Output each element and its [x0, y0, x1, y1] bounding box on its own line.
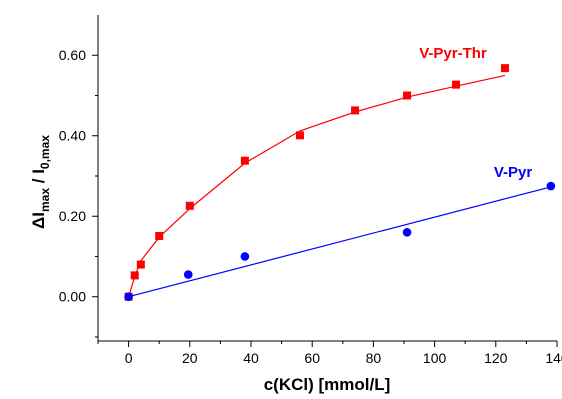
fit-line-v-pyr	[128, 186, 552, 298]
data-point-v-pyr	[402, 228, 412, 237]
x-ticks: 0 20 40 60 80 100 120 140	[97, 341, 562, 366]
y-axis-title-main: ΔI	[29, 212, 48, 229]
data-point-v-pyr-thr	[130, 271, 139, 280]
x-tick-label: 120	[484, 350, 508, 366]
data-point-v-pyr-thr	[452, 80, 461, 89]
y-axis-title-middle: / I	[29, 169, 48, 188]
data-point-v-pyr	[546, 181, 556, 191]
fit-lines	[128, 74, 552, 298]
y-axis-title-sub2: 0,max	[38, 135, 52, 169]
data-point-v-pyr-thr	[295, 131, 304, 140]
y-axis-title-sub1: max	[38, 188, 52, 212]
y-ticks: 0.00 0.20 0.40 0.60	[59, 47, 98, 338]
data-point-v-pyr-thr	[500, 64, 509, 73]
data-point-v-pyr-thr	[403, 91, 412, 100]
y-tick-label: 0.00	[59, 289, 86, 305]
data-markers	[124, 64, 556, 302]
plot-area: 0 20 40 60 80 100 120 140 0.00 0.20 0.40 0.60	[59, 15, 562, 366]
data-point-v-pyr-thr	[351, 106, 360, 115]
data-point-v-pyr	[183, 270, 193, 279]
y-tick-label: 0.60	[59, 47, 86, 63]
data-point-v-pyr-thr	[155, 231, 164, 240]
fit-line-v-pyr-thr	[128, 74, 506, 297]
series-label-v-pyr-thr: V-Pyr-Thr	[419, 45, 487, 62]
x-tick-label: 80	[366, 350, 382, 366]
y-axis-title: ΔImax / I0,max	[29, 135, 52, 229]
x-tick-label: 60	[304, 350, 320, 366]
data-point-v-pyr-thr	[185, 201, 194, 210]
data-point-v-pyr-thr	[136, 260, 145, 269]
x-tick-label: 140	[545, 350, 562, 366]
x-tick-label: 0	[125, 350, 133, 366]
data-point-v-pyr	[124, 292, 133, 302]
y-tick-label: 0.20	[59, 208, 86, 224]
series-label-v-pyr: V-Pyr	[494, 164, 533, 181]
x-tick-label: 100	[423, 350, 447, 366]
x-axis-title: c(KCl) [mmol/L]	[264, 375, 391, 394]
data-point-v-pyr	[240, 252, 250, 261]
data-point-v-pyr-thr	[240, 156, 249, 165]
y-tick-label: 0.40	[59, 128, 86, 144]
x-tick-label: 20	[182, 350, 198, 366]
x-tick-label: 40	[243, 350, 259, 366]
